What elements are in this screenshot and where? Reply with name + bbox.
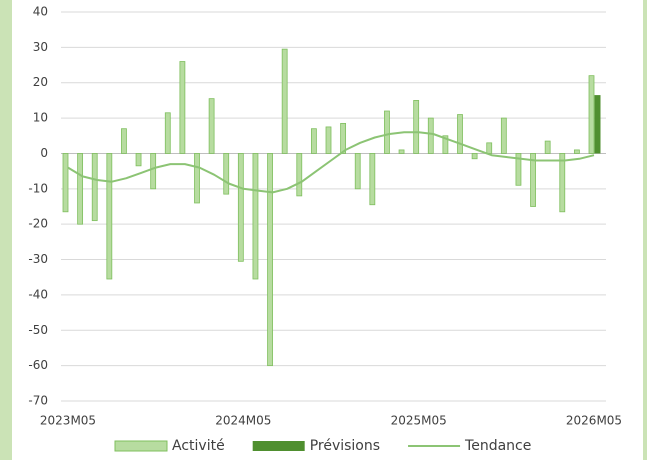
bar bbox=[121, 128, 127, 154]
bar bbox=[296, 153, 303, 197]
bar bbox=[325, 126, 332, 154]
x-tick-label: 2025M05 bbox=[391, 414, 447, 428]
bar bbox=[77, 153, 84, 225]
legend-label: Prévisions bbox=[310, 438, 380, 454]
bar bbox=[106, 153, 113, 280]
y-tick-label: 0 bbox=[40, 146, 48, 160]
bar bbox=[135, 153, 142, 167]
y-tick-label: -70 bbox=[28, 394, 48, 408]
bar bbox=[594, 95, 601, 154]
bar bbox=[573, 149, 580, 154]
bar bbox=[237, 153, 244, 262]
bar bbox=[384, 110, 390, 154]
y-tick-label: -10 bbox=[28, 181, 48, 195]
y-tick-label: -40 bbox=[28, 287, 48, 301]
side-band bbox=[0, 0, 12, 460]
trend-line bbox=[67, 131, 595, 194]
y-tick-label: 40 bbox=[33, 5, 48, 19]
bar bbox=[252, 153, 259, 280]
y-tick-label: -30 bbox=[28, 252, 48, 266]
legend-label: Tendance bbox=[464, 438, 531, 454]
bar bbox=[354, 153, 361, 190]
legend-swatch bbox=[252, 441, 305, 451]
legend-label: Activité bbox=[172, 438, 225, 454]
bar bbox=[267, 153, 273, 367]
y-tick-label: 30 bbox=[33, 40, 48, 54]
bar bbox=[398, 149, 405, 154]
bar bbox=[442, 135, 449, 154]
x-tick-label: 2024M05 bbox=[215, 414, 271, 428]
bar bbox=[150, 153, 157, 190]
bar bbox=[281, 48, 288, 154]
bar bbox=[164, 112, 171, 154]
side-band bbox=[643, 0, 647, 460]
bar bbox=[208, 98, 215, 154]
bar bbox=[413, 100, 420, 154]
bar bbox=[427, 117, 434, 154]
bar bbox=[515, 153, 522, 186]
y-tick-label: -20 bbox=[28, 217, 48, 231]
bar bbox=[500, 117, 507, 154]
bar bbox=[179, 61, 186, 154]
y-tick-label: -60 bbox=[28, 358, 48, 372]
y-tick-label: 10 bbox=[33, 111, 48, 125]
x-tick-label: 2023M05 bbox=[40, 414, 96, 428]
bar bbox=[530, 153, 536, 207]
y-tick-label: 20 bbox=[33, 75, 48, 89]
bar bbox=[310, 128, 317, 154]
bar bbox=[544, 140, 551, 154]
bar bbox=[340, 122, 347, 154]
bar bbox=[559, 153, 566, 213]
y-tick-label: -50 bbox=[28, 323, 48, 337]
bar bbox=[457, 114, 463, 154]
bar bbox=[588, 75, 595, 154]
bar bbox=[369, 153, 376, 206]
bar bbox=[471, 153, 478, 160]
bar bbox=[194, 153, 200, 204]
bar bbox=[91, 153, 98, 222]
x-tick-label: 2026M05 bbox=[566, 414, 622, 428]
bar bbox=[62, 153, 69, 213]
bar bbox=[223, 153, 230, 195]
bar bbox=[486, 142, 493, 154]
legend-swatch bbox=[114, 440, 168, 452]
